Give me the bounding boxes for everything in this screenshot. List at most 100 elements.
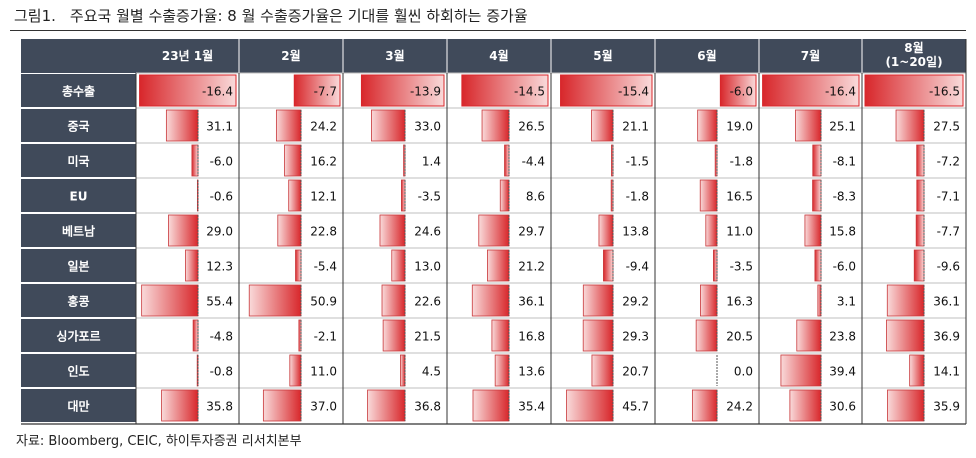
- bar: [591, 354, 614, 387]
- value-label: -2.1: [314, 330, 337, 344]
- value-label: 12.1: [310, 190, 337, 204]
- row-label-bg: [21, 74, 136, 107]
- value-label: 8.6: [526, 190, 545, 204]
- row-label-bg: [21, 389, 136, 422]
- value-label: 16.8: [518, 330, 545, 344]
- value-label: 36.9: [933, 330, 960, 344]
- bar: [360, 74, 445, 107]
- value-label: 33.0: [414, 120, 441, 134]
- row-label: 싱가포르: [56, 329, 100, 344]
- bar: [582, 284, 614, 317]
- value-label: 14.1: [933, 365, 960, 379]
- value-label: -16.4: [825, 85, 856, 99]
- row-label-bg: [21, 109, 136, 142]
- figure-title: 그림1. 주요국 월별 수출증가율: 8 월 수출증가율은 기대를 훨씬 하회하는…: [14, 5, 528, 26]
- bar: [499, 179, 510, 212]
- bar: [478, 214, 510, 247]
- value-label: 21.2: [518, 260, 545, 274]
- value-label: -3.5: [730, 260, 753, 274]
- bar: [371, 109, 406, 142]
- value-label: -0.6: [210, 190, 233, 204]
- bar: [795, 109, 822, 142]
- value-label: 39.4: [829, 365, 856, 379]
- bar: [887, 389, 925, 422]
- value-label: 55.4: [206, 295, 233, 309]
- value-label: -6.0: [210, 155, 233, 169]
- bar: [780, 354, 822, 387]
- column-header: 8월 (1~20일): [885, 40, 942, 69]
- bar: [886, 284, 925, 317]
- value-label: -4.4: [522, 155, 545, 169]
- title-rule: [10, 30, 966, 31]
- row-label: 인도: [67, 364, 89, 379]
- value-label: -7.7: [937, 225, 960, 239]
- bar: [697, 109, 718, 142]
- value-label: -6.0: [833, 260, 856, 274]
- bar: [591, 109, 614, 142]
- bar: [812, 144, 822, 177]
- bar: [913, 249, 925, 282]
- value-label: 29.3: [622, 330, 649, 344]
- bar: [381, 284, 406, 317]
- row-label: 홍콩: [67, 294, 89, 309]
- value-label: -15.4: [618, 85, 649, 99]
- bar: [582, 319, 614, 352]
- bar: [367, 389, 406, 422]
- bar: [719, 74, 757, 107]
- value-label: 30.6: [829, 400, 856, 414]
- row-label-bg: [21, 354, 136, 387]
- value-label: -6.0: [730, 85, 753, 99]
- bar: [691, 389, 718, 422]
- column-header: 5월: [593, 48, 612, 63]
- value-label: 24.6: [414, 225, 441, 239]
- column-header: 23년 1월: [162, 48, 213, 63]
- value-label: 24.2: [310, 120, 337, 134]
- row-label: 일본: [67, 260, 89, 274]
- value-label: -0.8: [210, 365, 233, 379]
- value-label: -4.8: [210, 330, 233, 344]
- value-label: 26.5: [518, 120, 545, 134]
- value-label: 37.0: [310, 400, 337, 414]
- value-label: 16.5: [726, 190, 753, 204]
- bar: [895, 109, 925, 142]
- value-label: -16.4: [202, 85, 233, 99]
- bar: [566, 389, 614, 422]
- source-note: 자료: Bloomberg, CEIC, 하이투자증권 리서치본부: [16, 434, 302, 449]
- value-label: -5.4: [314, 260, 337, 274]
- value-label: 23.8: [829, 330, 856, 344]
- value-label: 13.8: [622, 225, 649, 239]
- row-label-bg: [21, 179, 136, 212]
- bar: [284, 144, 302, 177]
- row-label-bg: [21, 249, 136, 282]
- value-label: 19.0: [726, 120, 753, 134]
- bar: [695, 319, 718, 352]
- value-label: 21.5: [414, 330, 441, 344]
- bar: [262, 389, 302, 422]
- row-label: 미국: [67, 154, 89, 169]
- bar: [603, 249, 614, 282]
- value-label: 24.2: [726, 400, 753, 414]
- row-label: 총수출: [62, 84, 95, 99]
- value-label: 13.6: [518, 365, 545, 379]
- bar: [814, 249, 822, 282]
- value-label: 22.8: [310, 225, 337, 239]
- value-label: 11.0: [726, 225, 753, 239]
- bar: [812, 179, 822, 212]
- bar: [796, 319, 822, 352]
- figure-number: 그림1.: [14, 7, 56, 25]
- row-label: 대만: [67, 399, 89, 414]
- bar: [504, 144, 510, 177]
- value-label: 36.8: [414, 400, 441, 414]
- value-label: 45.7: [622, 400, 649, 414]
- value-label: 1.4: [422, 155, 441, 169]
- value-label: 35.4: [518, 400, 545, 414]
- value-label: -3.5: [418, 190, 441, 204]
- bar: [916, 144, 925, 177]
- value-label: 16.3: [726, 295, 753, 309]
- bar: [295, 249, 302, 282]
- bar: [288, 179, 302, 212]
- value-label: -7.7: [314, 85, 337, 99]
- bar: [248, 284, 302, 317]
- bar: [909, 354, 925, 387]
- column-header: 3월: [385, 48, 404, 63]
